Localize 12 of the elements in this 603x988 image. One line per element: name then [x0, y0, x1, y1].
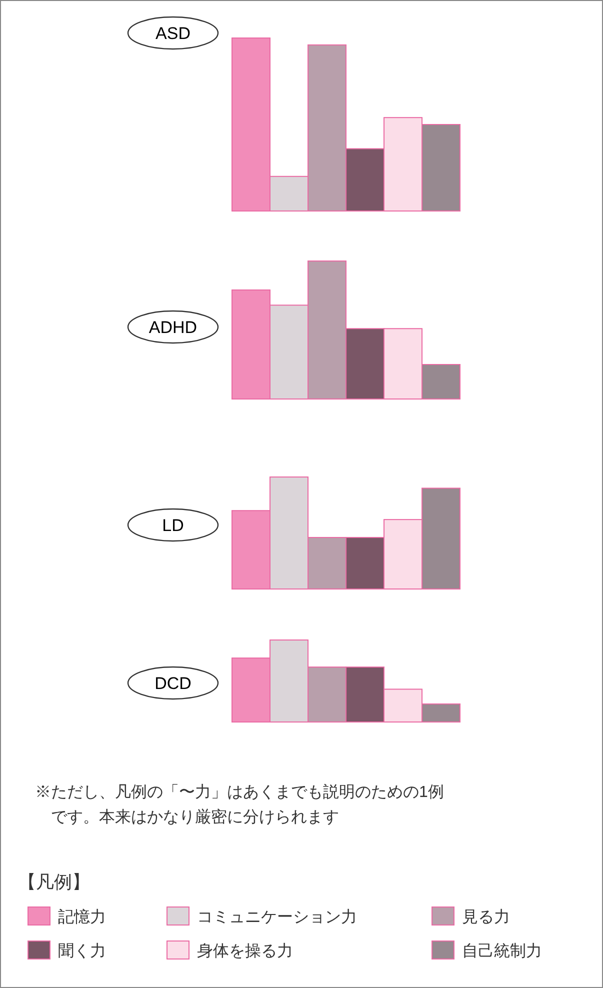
text: ADHD — [148, 318, 198, 337]
legend-title: 【凡例】 — [18, 872, 90, 892]
text: DCD — [154, 674, 192, 693]
legend-label: 身体を操る力 — [197, 942, 293, 960]
text: ※ただし、凡例の「〜力」はあくまでも説明のための1例です。本来はかなり厳密に分けられます — [35, 783, 444, 826]
text: LD — [162, 516, 184, 535]
legend-label: 聞く力 — [58, 942, 106, 960]
legend-label: 自己統制力 — [462, 942, 542, 960]
chart-title: ASD — [156, 24, 190, 43]
legend-label: 記憶力 — [58, 908, 106, 926]
legend-label: 見る力 — [462, 908, 510, 926]
legend-label: コミュニケーション力 — [197, 908, 357, 926]
